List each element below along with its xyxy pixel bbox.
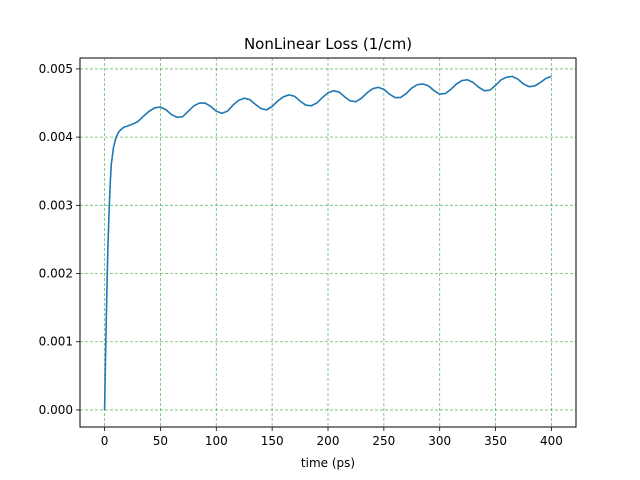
x-tick-label: 150	[261, 434, 284, 448]
x-tick-label: 200	[317, 434, 340, 448]
x-tick-label: 350	[484, 434, 507, 448]
x-tick-label: 0	[101, 434, 109, 448]
x-tick-label: 50	[153, 434, 168, 448]
grid	[80, 58, 576, 427]
y-tick-label: 0.005	[39, 62, 73, 76]
chart-title: NonLinear Loss (1/cm)	[244, 35, 412, 53]
y-tick-label: 0.000	[39, 403, 73, 417]
y-axis: 0.000 0.001 0.002 0.003 0.004 0.005	[39, 62, 80, 417]
y-tick-label: 0.001	[39, 335, 73, 349]
x-tick-label: 400	[540, 434, 563, 448]
x-tick-label: 300	[428, 434, 451, 448]
series-line	[103, 75, 552, 410]
x-axis-label: time (ps)	[301, 456, 355, 470]
x-axis: 0 50 100 150 200 250 300 350 400	[101, 427, 563, 448]
y-tick-label: 0.004	[39, 130, 73, 144]
x-tick-label: 250	[372, 434, 395, 448]
x-tick-label: 100	[205, 434, 228, 448]
y-tick-label: 0.002	[39, 267, 73, 281]
y-tick-label: 0.003	[39, 198, 73, 212]
